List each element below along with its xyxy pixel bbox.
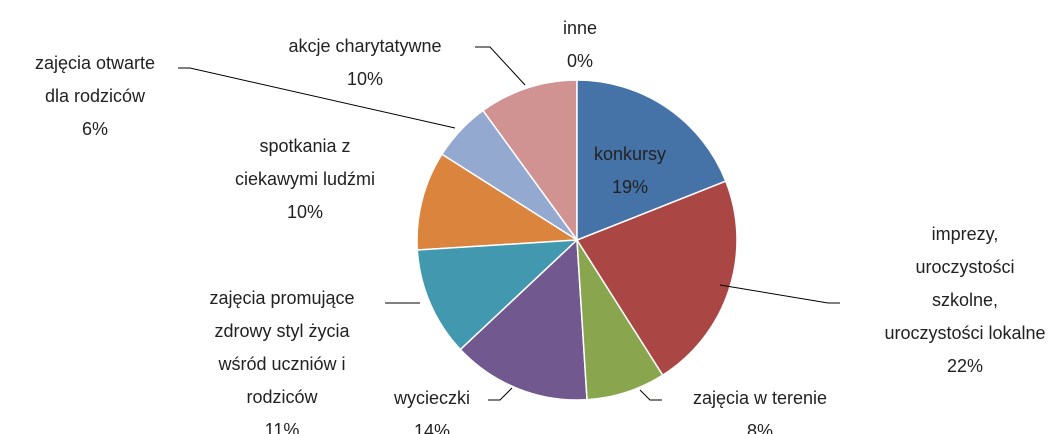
percent-label: 11%	[264, 420, 300, 434]
category-label: konkursy	[593, 144, 667, 164]
category-label: inne	[562, 18, 598, 38]
data-label: zajęcia w terenie 8%	[693, 382, 827, 434]
percent-label: 22%	[946, 356, 984, 376]
pie-slice	[576, 79, 727, 242]
percent-label: 0%	[566, 51, 593, 71]
data-label: wycieczki 14%	[394, 382, 470, 434]
leader-line	[639, 389, 662, 401]
data-label: inne 0%	[563, 12, 597, 78]
percent-label: 10%	[286, 202, 324, 222]
data-label: konkursy 19%	[594, 138, 666, 204]
category-label: wycieczki	[393, 388, 471, 408]
data-label: akcje charytatywne 10%	[288, 30, 441, 96]
leader-line	[719, 284, 840, 304]
percent-label: 10%	[346, 69, 384, 89]
category-label: imprezy, uroczystości szkolne, uroczysto…	[884, 224, 1046, 343]
percent-label: 19%	[611, 177, 649, 197]
leader-line	[178, 67, 456, 129]
pie-slice	[416, 153, 580, 251]
percent-label: 14%	[413, 421, 451, 434]
leader-line	[488, 387, 513, 401]
pie-slice	[459, 238, 588, 401]
leader-lines	[178, 46, 840, 401]
data-label: spotkania z ciekawymi ludźmi 10%	[235, 130, 375, 229]
data-label: imprezy, uroczystości szkolne, uroczysto…	[884, 218, 1045, 383]
data-label: zajęcia promujące zdrowy styl życia wśró…	[209, 282, 354, 434]
percent-label: 8%	[746, 421, 774, 434]
category-label: akcje charytatywne	[288, 36, 442, 56]
pie-slice	[481, 79, 578, 243]
category-label: zajęcia promujące zdrowy styl życia wśró…	[209, 288, 355, 407]
data-label: zajęcia otwarte dla rodziców 6%	[35, 47, 155, 146]
leader-line	[475, 46, 526, 86]
pie-slice	[575, 180, 738, 377]
category-label: zajęcia w terenie	[692, 388, 828, 408]
percent-label: 6%	[81, 119, 108, 139]
category-label: zajęcia otwarte dla rodziców	[34, 53, 156, 106]
pie-slice	[416, 239, 580, 351]
category-label: spotkania z ciekawymi ludźmi	[234, 136, 376, 189]
